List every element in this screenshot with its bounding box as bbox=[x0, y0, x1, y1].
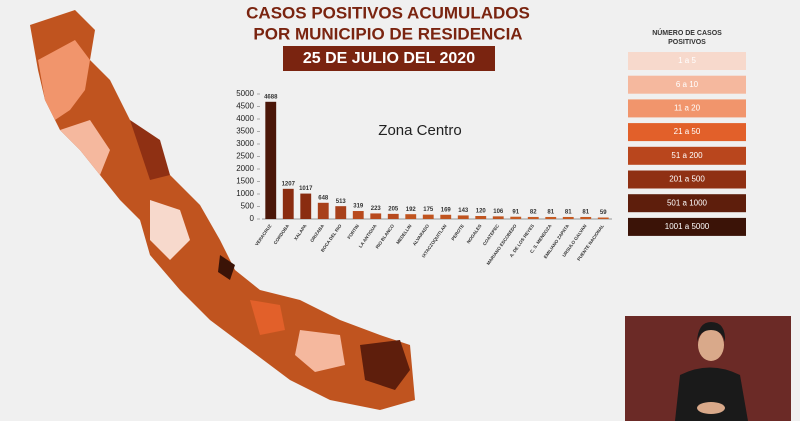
bar bbox=[352, 211, 364, 219]
bar bbox=[370, 213, 382, 219]
person-hands bbox=[697, 402, 725, 414]
legend-swatch bbox=[628, 146, 746, 165]
map-region bbox=[130, 120, 170, 180]
y-tick-label: 5000 bbox=[236, 89, 254, 98]
bar bbox=[475, 216, 487, 219]
legend-swatch bbox=[628, 99, 746, 118]
y-tick-label: 2500 bbox=[236, 152, 254, 161]
data-label: 81 bbox=[582, 210, 589, 216]
bar bbox=[317, 202, 329, 219]
title-line: CASOS POSITIVOS ACUMULADOS bbox=[246, 3, 530, 22]
data-label: 81 bbox=[565, 210, 572, 216]
annotation: Zona Centro bbox=[378, 122, 461, 139]
bar bbox=[440, 214, 452, 219]
legend-swatch bbox=[628, 194, 746, 213]
interpreter-inset bbox=[625, 316, 791, 421]
data-label: 82 bbox=[530, 210, 537, 216]
map-region bbox=[38, 40, 90, 120]
person-head bbox=[698, 329, 724, 361]
map bbox=[30, 10, 415, 410]
legend-label: 1001 a 5000 bbox=[665, 222, 710, 231]
legend-title: POSITIVOS bbox=[668, 39, 706, 46]
bar bbox=[265, 101, 277, 219]
data-label: 175 bbox=[423, 207, 434, 213]
y-tick-label: 4000 bbox=[236, 114, 254, 123]
bar bbox=[527, 216, 539, 219]
data-label: 59 bbox=[600, 210, 607, 216]
bar bbox=[580, 216, 592, 219]
data-label: 513 bbox=[336, 199, 347, 205]
data-label: 143 bbox=[458, 208, 469, 214]
bar bbox=[545, 216, 557, 219]
person-body bbox=[675, 367, 748, 421]
data-label: 192 bbox=[406, 207, 417, 213]
data-label: 1207 bbox=[282, 181, 296, 187]
date-box bbox=[283, 46, 495, 71]
legend-swatch bbox=[628, 75, 746, 94]
bar bbox=[335, 206, 347, 219]
map-region bbox=[218, 255, 235, 280]
bar bbox=[387, 213, 399, 219]
bar bbox=[300, 193, 312, 219]
person-hair bbox=[697, 322, 726, 342]
bar bbox=[282, 188, 294, 219]
data-label: 106 bbox=[493, 209, 504, 215]
y-tick-label: 2000 bbox=[236, 164, 254, 173]
map-region bbox=[60, 120, 110, 175]
data-label: 91 bbox=[512, 209, 519, 215]
map-region bbox=[150, 200, 190, 260]
map-region bbox=[30, 10, 415, 410]
legend-label: 6 a 10 bbox=[676, 80, 699, 89]
bar bbox=[562, 216, 574, 219]
legend-swatch bbox=[628, 170, 746, 189]
bar bbox=[422, 214, 434, 219]
legend-label: 51 a 200 bbox=[671, 151, 703, 160]
data-label: 169 bbox=[441, 207, 452, 213]
legend-label: 1 a 5 bbox=[678, 56, 696, 65]
y-tick-label: 500 bbox=[241, 202, 255, 211]
bar bbox=[597, 217, 609, 219]
map-region bbox=[295, 330, 345, 372]
data-label: 81 bbox=[547, 210, 554, 216]
y-tick-label: 1500 bbox=[236, 177, 254, 186]
map-region bbox=[250, 300, 285, 335]
y-tick-label: 3500 bbox=[236, 127, 254, 136]
legend-swatch bbox=[628, 217, 746, 236]
y-tick-label: 3000 bbox=[236, 139, 254, 148]
y-tick-label: 4500 bbox=[236, 102, 254, 111]
bar bbox=[405, 214, 417, 219]
legend-label: 501 a 1000 bbox=[667, 198, 708, 207]
data-label: 648 bbox=[318, 195, 329, 201]
data-label: 120 bbox=[476, 209, 487, 215]
y-tick-label: 1000 bbox=[236, 189, 254, 198]
legend-swatch bbox=[628, 52, 746, 70]
legend-label: 11 a 20 bbox=[674, 104, 701, 113]
legend-label: 21 a 50 bbox=[674, 127, 701, 136]
legend-title: NÚMERO DE CASOS bbox=[652, 28, 722, 37]
legend-label: 201 a 500 bbox=[669, 175, 705, 184]
date: 25 DE JULIO DEL 2020 bbox=[303, 50, 475, 67]
bar bbox=[492, 216, 504, 219]
data-label: 205 bbox=[388, 206, 399, 212]
bar bbox=[510, 216, 522, 219]
y-tick-label: 0 bbox=[250, 214, 255, 223]
title-line: POR MUNICIPIO DE RESIDENCIA bbox=[253, 24, 522, 43]
bar bbox=[457, 215, 469, 219]
data-label: 319 bbox=[353, 204, 364, 210]
data-label: 223 bbox=[371, 206, 382, 212]
data-label: 4688 bbox=[264, 94, 278, 100]
legend-swatch bbox=[628, 123, 746, 142]
data-label: 1017 bbox=[299, 186, 313, 192]
map-region bbox=[360, 340, 410, 390]
